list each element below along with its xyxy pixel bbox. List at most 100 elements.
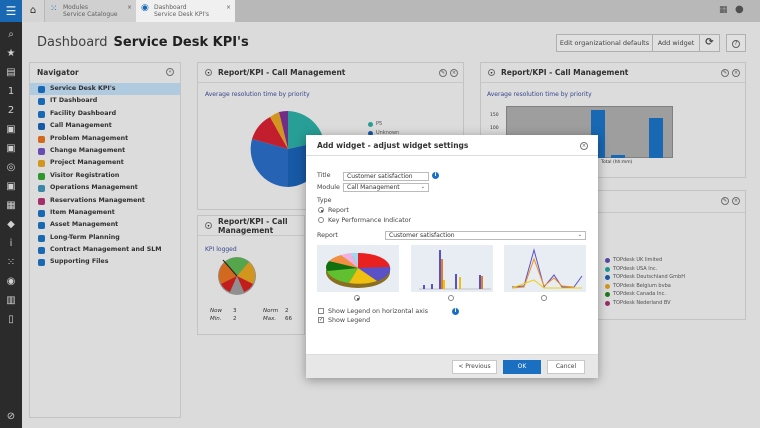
sidebar-item-label: Operations Management bbox=[50, 184, 138, 192]
module-icon bbox=[38, 222, 45, 230]
legend-item: TOPdesk Canada Inc. bbox=[605, 291, 685, 300]
sidebar-item[interactable]: Long-Term Planning bbox=[30, 232, 180, 244]
legend-swatch bbox=[605, 258, 610, 263]
previous-button[interactable]: < Previous bbox=[452, 360, 497, 374]
navigator-list: Service Desk KPI's IT Dashboard Facility D… bbox=[30, 83, 180, 269]
company-legend: TOPdesk UK limited TOPdesk USA Inc. TOPdes… bbox=[605, 257, 685, 308]
sidebar-item[interactable]: Visitor Registration bbox=[30, 170, 180, 182]
page-title: Dashboard Service Desk KPI's bbox=[37, 35, 249, 50]
close-icon[interactable]: × bbox=[450, 69, 458, 77]
tab-service-catalogue[interactable]: ⁙ Modules Service Catalogue × bbox=[45, 0, 136, 22]
module-icon bbox=[38, 197, 45, 205]
type-kpi-radio[interactable] bbox=[318, 217, 324, 223]
module-icon bbox=[38, 234, 45, 242]
chart-type-line-thumb[interactable] bbox=[504, 245, 586, 292]
sidebar-item-label: Project Management bbox=[50, 159, 124, 167]
collapse-icon[interactable]: ▾ bbox=[205, 69, 212, 76]
module-icon[interactable]: ▣ bbox=[6, 124, 16, 135]
page-section: Dashboard bbox=[37, 35, 108, 50]
module-icon[interactable]: ▣ bbox=[6, 143, 16, 154]
sidebar-item[interactable]: Call Management bbox=[30, 120, 180, 132]
navigator-title: Navigator bbox=[37, 68, 79, 77]
sidebar-item[interactable]: Project Management bbox=[30, 157, 180, 169]
calendar-icon[interactable]: ▦ bbox=[719, 5, 728, 15]
second-line-icon[interactable]: 2 bbox=[7, 105, 15, 116]
settings-icon[interactable]: ◎ bbox=[6, 162, 16, 173]
title-input[interactable]: Customer satisfaction bbox=[343, 172, 429, 181]
report-select[interactable]: Customer satisfaction ⌄ bbox=[385, 231, 586, 240]
sidebar-item[interactable]: Supporting Files bbox=[30, 256, 180, 268]
favorites-icon[interactable]: ★ bbox=[6, 48, 16, 59]
close-icon[interactable]: × bbox=[126, 4, 132, 11]
sidebar-item-label: Long-Term Planning bbox=[50, 233, 120, 241]
menu-icon[interactable]: ☰ bbox=[0, 0, 22, 22]
modules-grid-icon[interactable]: ⁙ bbox=[6, 257, 16, 268]
help-button[interactable]: ? bbox=[726, 34, 746, 52]
tab-dashboard[interactable]: ◉ Dashboard Service Desk KPI's × bbox=[136, 0, 235, 22]
collapse-icon[interactable]: « bbox=[166, 68, 174, 76]
compass-icon[interactable]: ⊘ bbox=[6, 411, 16, 422]
sidebar-item[interactable]: Asset Management bbox=[30, 219, 180, 231]
dashboard-icon[interactable]: ◉ bbox=[6, 276, 16, 287]
sidebar-item[interactable]: Contract Management and SLM bbox=[30, 244, 180, 256]
cancel-button[interactable]: Cancel bbox=[547, 360, 585, 374]
show-legend-horizontal-label: Show Legend on horizontal axis bbox=[328, 308, 428, 315]
user-icon[interactable]: ● bbox=[735, 4, 744, 15]
info-icon[interactable]: i bbox=[9, 238, 13, 249]
pie-slice bbox=[270, 112, 288, 149]
calendar-icon[interactable]: ▥ bbox=[6, 295, 16, 306]
info-icon[interactable]: i bbox=[432, 172, 439, 179]
close-icon[interactable]: × bbox=[732, 197, 740, 205]
legend-swatch bbox=[605, 275, 610, 280]
collapse-icon[interactable]: ▾ bbox=[205, 222, 212, 229]
widget-bar: ▾ Report/KPI - Call Management ✎ × Averag… bbox=[480, 62, 746, 178]
document-icon[interactable]: ▯ bbox=[8, 314, 14, 325]
edit-icon[interactable]: ✎ bbox=[439, 69, 447, 77]
ok-button[interactable]: OK bbox=[503, 360, 541, 374]
tags-icon[interactable]: ◆ bbox=[7, 219, 15, 230]
sidebar-item-label: Visitor Registration bbox=[50, 171, 120, 179]
sidebar-item[interactable]: Facility Dashboard bbox=[30, 108, 180, 120]
sidebar-item[interactable]: Reservations Management bbox=[30, 195, 180, 207]
chart-type-line-radio[interactable] bbox=[541, 295, 547, 301]
dashboard-name: Service Desk KPI's bbox=[113, 35, 249, 50]
refresh-button[interactable]: ⟳ bbox=[699, 34, 720, 52]
edit-icon[interactable]: ✎ bbox=[721, 69, 729, 77]
widget-gauge: ▾ Report/KPI - Call Management KPI logged… bbox=[197, 215, 305, 335]
sidebar-item[interactable]: Item Management bbox=[30, 207, 180, 219]
sidebar-item[interactable]: Operations Management bbox=[30, 182, 180, 194]
show-legend-label: Show Legend bbox=[328, 317, 371, 324]
collapse-icon[interactable]: ▾ bbox=[488, 69, 495, 76]
sidebar-item[interactable]: Change Management bbox=[30, 145, 180, 157]
sidebar-item[interactable]: Problem Management bbox=[30, 133, 180, 145]
widget-subtitle: Average resolution time by priority bbox=[487, 91, 592, 98]
max-label: Max. bbox=[263, 316, 277, 322]
gauge bbox=[218, 257, 256, 295]
sidebar-item[interactable]: Service Desk KPI's bbox=[30, 83, 180, 96]
info-icon[interactable]: i bbox=[452, 308, 459, 315]
chart-type-bar-thumb[interactable] bbox=[411, 245, 493, 292]
module-select[interactable]: Call Management ⌄ bbox=[343, 183, 429, 192]
close-icon[interactable]: × bbox=[580, 142, 588, 150]
module-icon[interactable]: ▣ bbox=[6, 181, 16, 192]
toolbox-icon[interactable]: ▦ bbox=[6, 200, 16, 211]
chevron-down-icon: ⌄ bbox=[420, 184, 425, 190]
legend-item: TOPdesk Belgium bvba bbox=[605, 283, 685, 292]
close-icon[interactable]: × bbox=[225, 4, 231, 11]
edit-icon[interactable]: ✎ bbox=[721, 197, 729, 205]
close-icon[interactable]: × bbox=[732, 69, 740, 77]
chart-type-bar-radio[interactable] bbox=[448, 295, 454, 301]
show-legend-horizontal-checkbox[interactable] bbox=[318, 308, 324, 314]
contacts-icon[interactable]: ▤ bbox=[6, 67, 16, 78]
search-icon[interactable]: ⌕ bbox=[8, 29, 14, 40]
show-legend-checkbox[interactable]: ✓ bbox=[318, 317, 324, 323]
first-line-icon[interactable]: 1 bbox=[7, 86, 15, 97]
chart-type-pie-radio[interactable] bbox=[354, 295, 360, 301]
sidebar-item[interactable]: IT Dashboard bbox=[30, 95, 180, 107]
tab-line2: Service Desk KPI's bbox=[154, 11, 209, 18]
type-report-radio[interactable] bbox=[318, 207, 324, 213]
module-icon bbox=[38, 172, 45, 180]
norm-label: Norm bbox=[263, 308, 279, 314]
chart-type-pie-thumb[interactable] bbox=[317, 245, 399, 292]
home-icon[interactable]: ⌂ bbox=[22, 0, 44, 22]
